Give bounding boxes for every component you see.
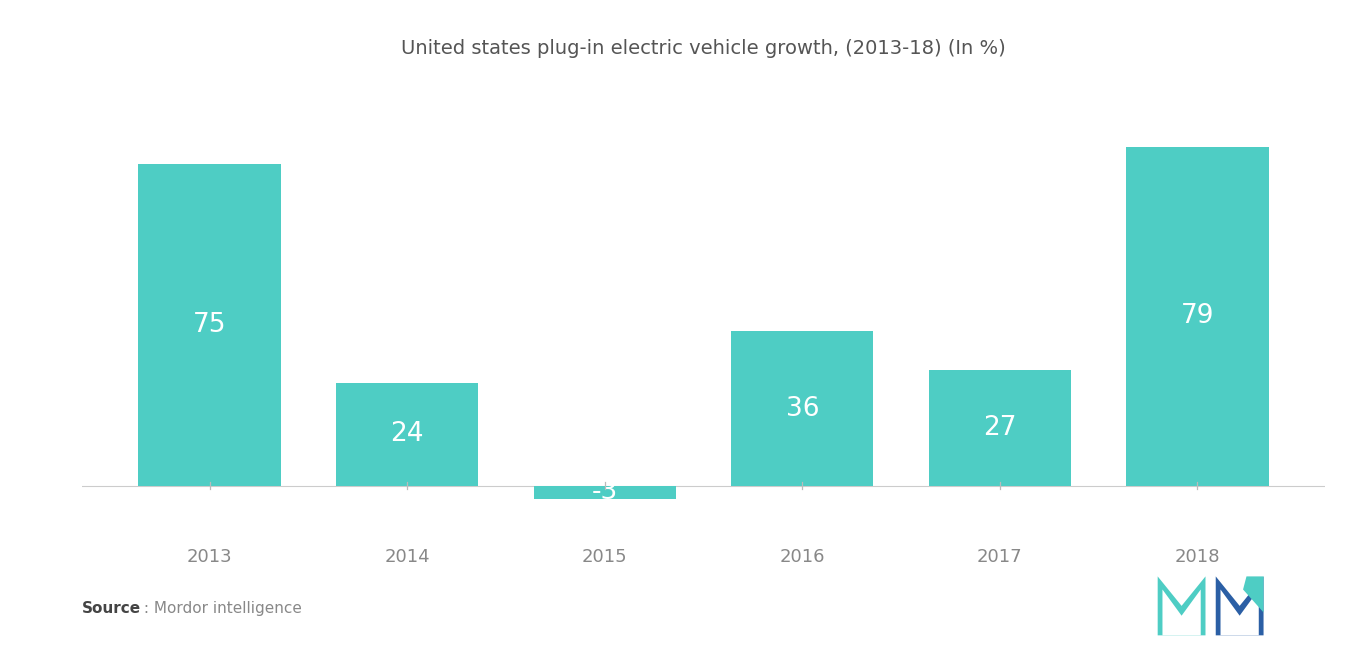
Text: 24: 24 — [391, 421, 423, 447]
Text: : Mordor intelligence: : Mordor intelligence — [139, 601, 302, 616]
Text: 27: 27 — [984, 415, 1016, 441]
Bar — [929, 370, 1071, 485]
Bar — [534, 485, 676, 498]
Bar — [138, 164, 280, 485]
Bar — [1127, 147, 1269, 485]
Text: -3: -3 — [591, 479, 617, 505]
Text: 36: 36 — [785, 396, 820, 422]
Text: Source: Source — [82, 601, 141, 616]
Text: 79: 79 — [1180, 303, 1214, 329]
Text: 75: 75 — [193, 312, 227, 338]
Bar — [731, 331, 873, 485]
Bar — [336, 383, 478, 485]
Title: United states plug-in electric vehicle growth, (2013-18) (In %): United states plug-in electric vehicle g… — [402, 39, 1005, 58]
